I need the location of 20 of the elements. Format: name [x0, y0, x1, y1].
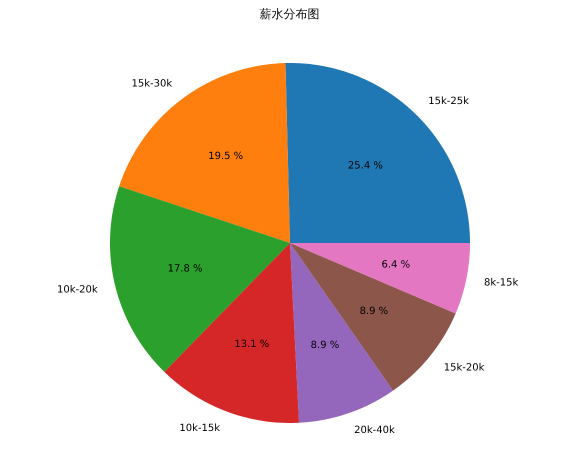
data-label: 25.4 % — [348, 160, 383, 172]
slice-label: 15k-25k — [428, 96, 470, 107]
slice-label: 15k-20k — [444, 362, 485, 374]
data-label: 8.9 % — [310, 340, 340, 351]
slice-label: 8k-15k — [484, 277, 518, 288]
slice-label: 10k-15k — [179, 422, 220, 434]
pie-slice — [290, 243, 470, 314]
slice-label: 15k-30k — [131, 78, 172, 90]
data-label: 8.9 % — [360, 306, 388, 317]
slice-label: 10k-20k — [56, 284, 98, 296]
data-label: 6.4 % — [382, 259, 410, 270]
pie-slice — [285, 63, 470, 243]
data-label: 17.8 % — [168, 263, 203, 274]
pie-slice — [110, 186, 290, 372]
pie-slice — [164, 243, 300, 423]
data-label: 13.1 % — [234, 338, 270, 350]
pie-slice — [119, 63, 290, 243]
slice-label: 20k-40k — [354, 425, 395, 436]
chart-title: 薪水分布图 — [260, 7, 320, 21]
data-label: 19.5 % — [208, 150, 244, 162]
